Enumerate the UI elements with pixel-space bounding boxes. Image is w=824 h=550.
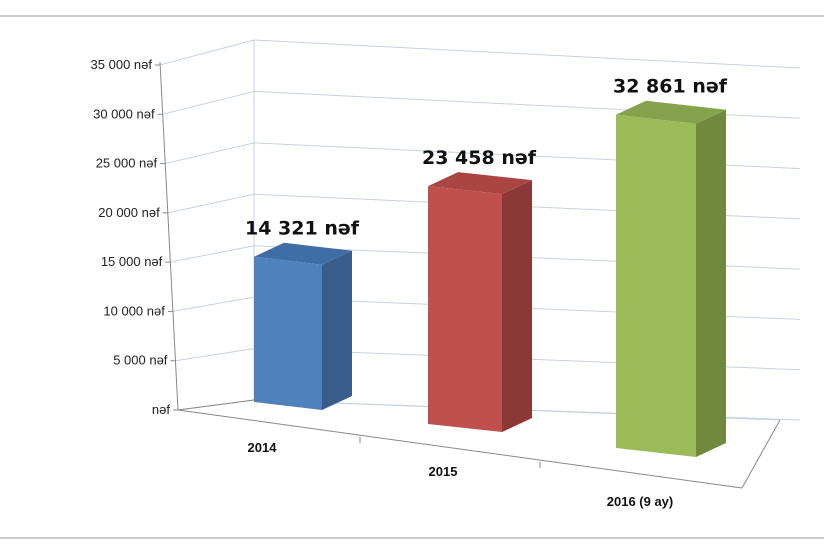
data-label-1: 23 458 nəf [422,147,537,169]
gridline-side-4 [167,193,255,214]
gridline-side-7 [159,39,255,66]
y-tick-label-1: 5 000 nəf [113,353,168,368]
floor-left-edge [177,399,255,411]
x-axis-category-labels: 2014 2015 2016 (9 ay) [248,440,674,509]
x-category-label-0: 2014 [248,440,278,455]
bars [254,100,726,458]
y-tick-label-7: 35 000 nəf [91,57,153,72]
y-tick-label-3: 15 000 nəf [101,254,163,269]
gridline-side-3 [170,245,255,263]
y-tick-label-5: 25 000 nəf [96,156,158,171]
data-labels: 14 321 nəf 23 458 nəf 32 861 nəf [245,76,728,240]
x-category-label-1: 2015 [429,464,458,479]
x-category-label-2: 2016 (9 ay) [607,494,674,509]
y-tick-label-6: 30 000 nəf [93,106,155,121]
gridline-side-6 [162,90,255,115]
bar-1 [428,186,502,432]
bar-top-2 [616,100,726,124]
x-axis-line [177,409,743,489]
bar-side-0 [322,250,352,410]
floor-right-edge [741,419,781,489]
bar-2 [616,114,696,458]
gridline-back-7 [253,39,801,69]
y-tick-label-4: 20 000 nəf [98,205,160,220]
gridline-side-5 [165,142,255,165]
bar-side-1 [502,180,532,432]
data-label-0: 14 321 nəf [245,218,360,240]
y-tick-label-2: 10 000 nəf [103,303,165,318]
data-label-2: 32 861 nəf [613,76,728,98]
y-tick-label-0: nəf [152,402,170,417]
y-axis-tick-labels: nəf 5 000 nəf 10 000 nəf 15 000 nəf 20 000 n… [91,57,171,417]
y-axis-line [159,61,179,411]
gridline-side-1 [175,348,255,362]
bar-top-0 [254,242,352,265]
bar-0 [254,256,322,410]
bar-side-2 [696,109,726,458]
gridline-side-2 [172,296,255,312]
bar-top-1 [428,172,532,195]
